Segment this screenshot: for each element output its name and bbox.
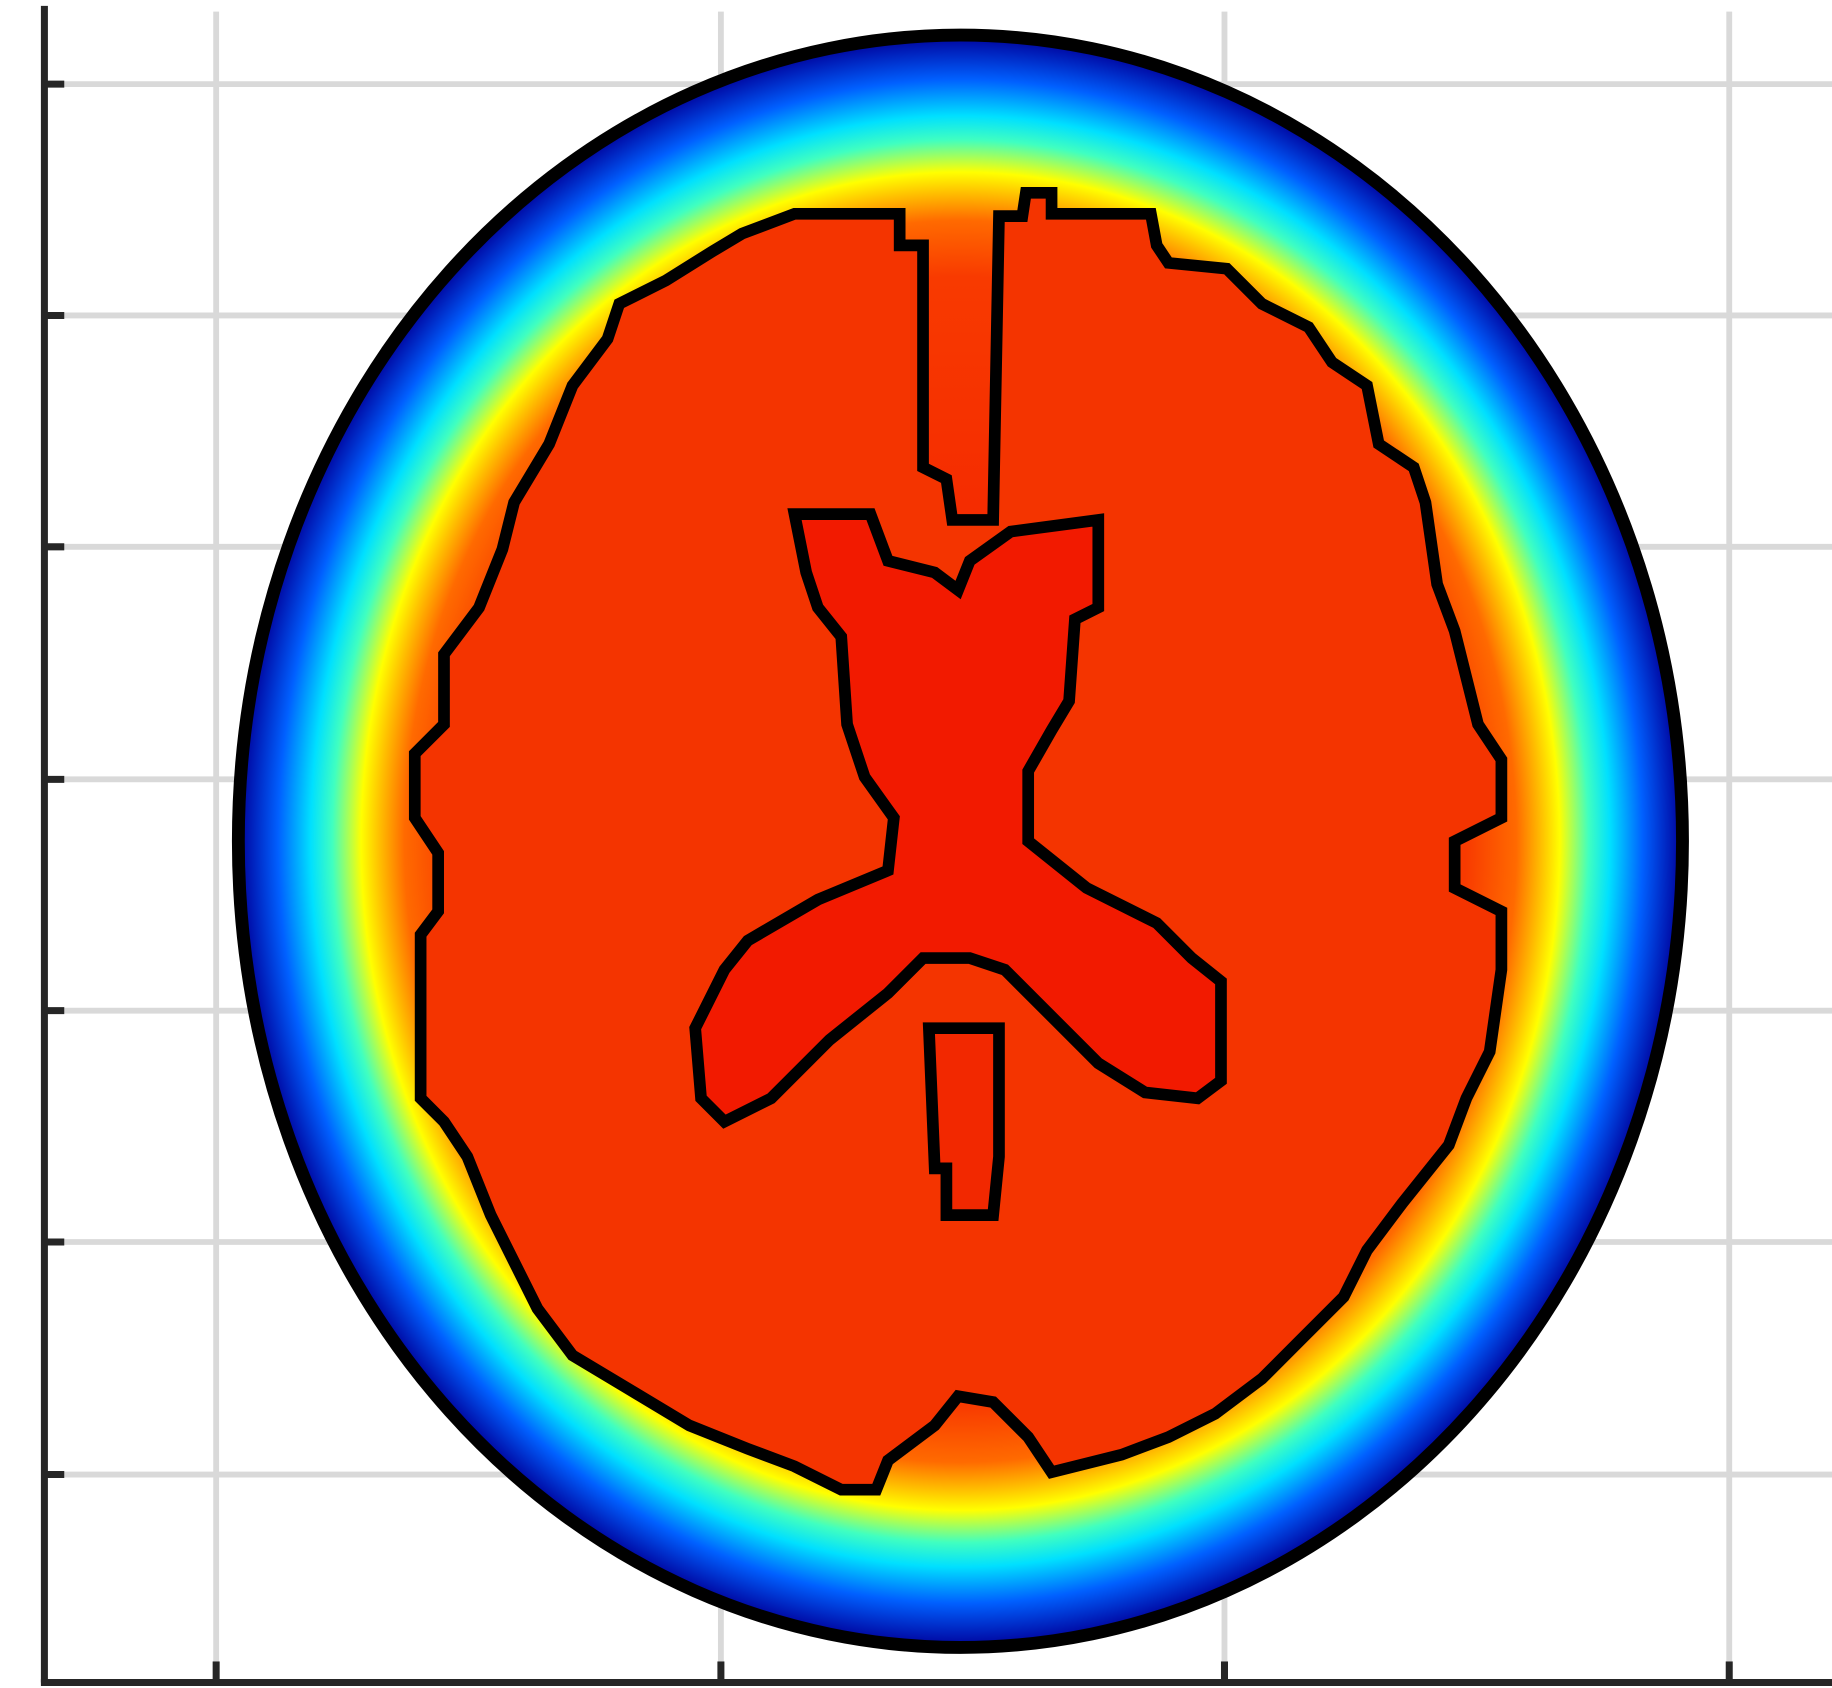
third-ventricle (922, 1022, 1005, 1221)
plot (40, 5, 1832, 1687)
ventricles (689, 508, 1227, 1129)
axes (40, 5, 1832, 1687)
